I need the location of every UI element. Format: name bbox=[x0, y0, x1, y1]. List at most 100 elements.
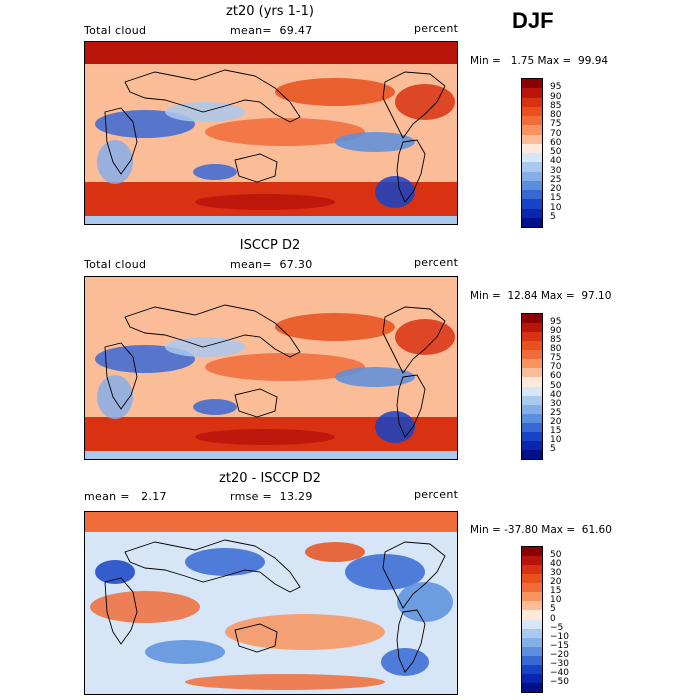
panel-2-mean: mean= 67.30 bbox=[230, 258, 313, 271]
colorbar-segment bbox=[522, 125, 542, 135]
colorbar-segment bbox=[522, 646, 542, 656]
colorbar-tick-label: 50 bbox=[550, 550, 562, 561]
colorbar-segment bbox=[522, 413, 542, 423]
panel-2-colorbar bbox=[521, 313, 543, 460]
colorbar-tick-label: 10 bbox=[550, 595, 562, 606]
colorbar-tick-label: 15 bbox=[550, 586, 562, 597]
colorbar-segment bbox=[522, 377, 542, 387]
colorbar-segment bbox=[522, 386, 542, 396]
colorbar-segment bbox=[522, 637, 542, 647]
colorbar-segment bbox=[522, 449, 542, 459]
colorbar-segment bbox=[522, 547, 542, 557]
colorbar-tick-label: 85 bbox=[550, 100, 562, 111]
colorbar-tick-label: 60 bbox=[550, 137, 562, 148]
panel-1-title: zt20 (yrs 1-1) bbox=[226, 4, 314, 19]
colorbar-tick-label: 70 bbox=[550, 128, 562, 139]
panel-2-minmax: Min = 12.84 Max = 97.10 bbox=[470, 290, 612, 302]
panel-1-mean: mean= 69.47 bbox=[230, 24, 313, 37]
colorbar-tick-label: 95 bbox=[550, 82, 562, 93]
panel-3-units: percent bbox=[414, 488, 459, 501]
colorbar-segment bbox=[522, 332, 542, 342]
colorbar-tick-label: 20 bbox=[550, 577, 562, 588]
colorbar-segment bbox=[522, 97, 542, 107]
colorbar-tick-label: 20 bbox=[550, 184, 562, 194]
colorbar-segment bbox=[522, 199, 542, 209]
panel-3-colorbar bbox=[521, 546, 543, 693]
colorbar-segment bbox=[522, 556, 542, 566]
colorbar-tick-label: 10 bbox=[550, 202, 562, 213]
colorbar-segment bbox=[522, 610, 542, 620]
panel-1-map bbox=[84, 41, 458, 225]
colorbar-segment bbox=[522, 673, 542, 683]
colorbar-segment bbox=[522, 106, 542, 116]
colorbar-tick-label: 20 bbox=[550, 416, 562, 427]
colorbar-segment bbox=[522, 323, 542, 333]
colorbar-segment bbox=[522, 162, 542, 172]
panel-3-rmse: rmse = 13.29 bbox=[230, 490, 313, 503]
colorbar-tick-label: 95 bbox=[550, 317, 562, 328]
colorbar-tick-label: 90 bbox=[550, 91, 562, 102]
colorbar-segment bbox=[522, 180, 542, 190]
colorbar-tick-label: 50 bbox=[550, 380, 562, 391]
colorbar-tick-label: 25 bbox=[550, 407, 562, 418]
panel-2-title: ISCCP D2 bbox=[239, 238, 301, 253]
colorbar-tick-label: 30 bbox=[550, 398, 562, 409]
colorbar-segment bbox=[522, 601, 542, 611]
colorbar-segment bbox=[522, 422, 542, 432]
colorbar-tick-label: 5 bbox=[550, 211, 556, 222]
panel-2-map bbox=[84, 276, 458, 460]
colorbar-tick-label: 50 bbox=[550, 147, 562, 157]
colorbar-segment bbox=[522, 655, 542, 665]
colorbar-tick-label: −15 bbox=[550, 640, 569, 651]
colorbar-segment bbox=[522, 395, 542, 405]
colorbar-segment bbox=[522, 628, 542, 638]
colorbar-tick-label: 80 bbox=[550, 344, 562, 355]
colorbar-segment bbox=[522, 88, 542, 98]
colorbar-segment bbox=[522, 171, 542, 181]
colorbar-tick-label: 80 bbox=[550, 110, 562, 120]
colorbar-segment bbox=[522, 143, 542, 153]
colorbar-tick-label: −50 bbox=[550, 676, 569, 687]
season-label: DJF bbox=[512, 8, 554, 33]
panel-1-variable: Total cloud bbox=[84, 24, 147, 37]
colorbar-segment bbox=[522, 208, 542, 218]
colorbar-segment bbox=[522, 682, 542, 692]
colorbar-tick-label: −40 bbox=[550, 667, 569, 678]
colorbar-segment bbox=[522, 134, 542, 144]
colorbar-segment bbox=[522, 565, 542, 575]
colorbar-tick-label: −30 bbox=[550, 658, 569, 669]
panel-1-units: percent bbox=[414, 22, 459, 35]
panel-1-minmax: Min = 1.75 Max = 99.94 bbox=[470, 55, 609, 67]
colorbar-segment bbox=[522, 664, 542, 674]
colorbar-segment bbox=[522, 574, 542, 584]
colorbar-tick-label: 5 bbox=[550, 604, 556, 615]
colorbar-tick-label: 15 bbox=[550, 193, 562, 204]
panel-3-map bbox=[84, 511, 458, 695]
colorbar-segment bbox=[522, 153, 542, 163]
panel-3-title: zt20 - ISCCP D2 bbox=[219, 471, 321, 486]
colorbar-segment bbox=[522, 341, 542, 351]
colorbar-tick-label: 40 bbox=[550, 559, 562, 570]
colorbar-segment bbox=[522, 583, 542, 593]
colorbar-tick-label: 40 bbox=[550, 156, 562, 167]
colorbar-tick-label: 30 bbox=[550, 165, 562, 176]
colorbar-tick-label: 90 bbox=[550, 326, 562, 337]
colorbar-tick-label: 75 bbox=[550, 119, 562, 130]
colorbar-tick-label: 75 bbox=[550, 353, 562, 364]
colorbar-tick-label: 15 bbox=[550, 425, 562, 436]
panel-2-units: percent bbox=[414, 256, 459, 269]
panel-1-colorbar bbox=[521, 78, 543, 228]
colorbar-tick-label: 70 bbox=[550, 362, 562, 373]
colorbar-segment bbox=[522, 440, 542, 450]
panel-3-mean: mean = 2.17 bbox=[84, 490, 167, 503]
colorbar-tick-label: 10 bbox=[550, 434, 562, 445]
colorbar-segment bbox=[522, 431, 542, 441]
colorbar-segment bbox=[522, 116, 542, 126]
colorbar-segment bbox=[522, 217, 542, 227]
colorbar-tick-label: −20 bbox=[550, 649, 569, 660]
colorbar-segment bbox=[522, 404, 542, 414]
colorbar-segment bbox=[522, 359, 542, 369]
colorbar-tick-label: −10 bbox=[550, 631, 569, 642]
colorbar-tick-label: 5 bbox=[550, 443, 556, 454]
colorbar-segment bbox=[522, 350, 542, 360]
